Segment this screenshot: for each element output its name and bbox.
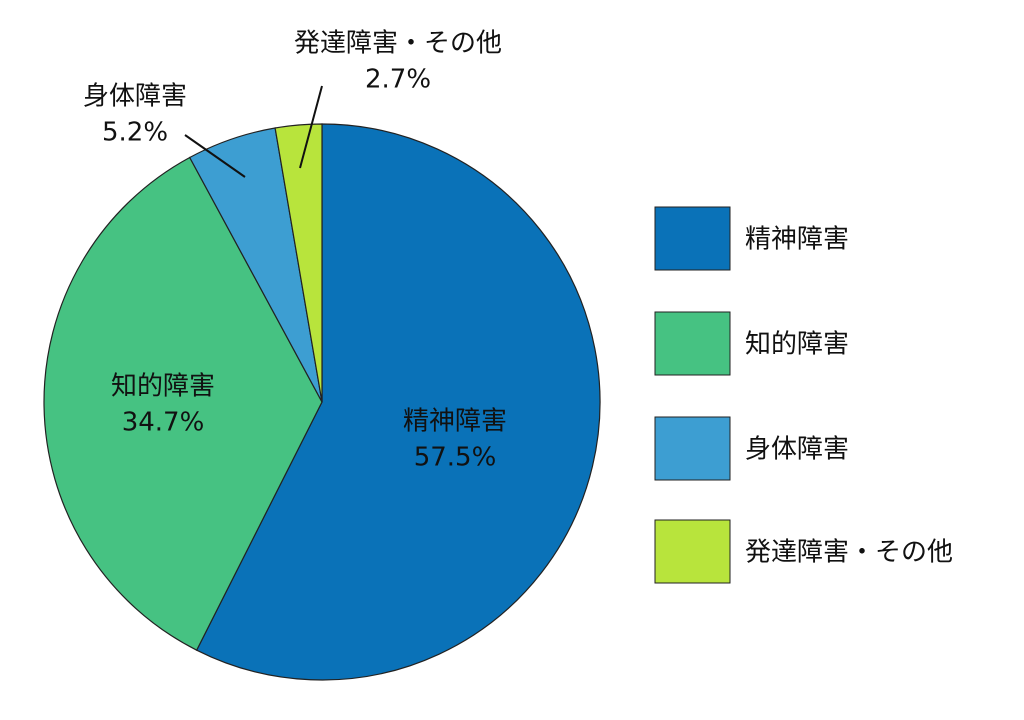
legend-label: 身体障害	[745, 435, 849, 465]
pie-slice	[195, 123, 601, 681]
slice-label: 知的障害	[111, 372, 215, 402]
slice-value-label: 34.7%	[122, 408, 205, 438]
slice-value-label: 5.2%	[102, 118, 168, 148]
legend-label: 発達障害・その他	[745, 538, 953, 568]
slice-label: 精神障害	[403, 407, 507, 437]
legend-swatch	[654, 206, 731, 271]
legend-swatch	[654, 519, 731, 584]
legend-label: 精神障害	[745, 225, 849, 255]
slice-value-label: 57.5%	[414, 443, 497, 473]
legend-label: 知的障害	[745, 330, 849, 360]
slice-value-label: 2.7%	[365, 65, 431, 95]
pie-slice	[274, 123, 323, 403]
leader-line	[184, 134, 246, 178]
legend-swatch	[654, 311, 731, 376]
slice-label: 発達障害・その他	[294, 29, 502, 59]
pie-slice	[43, 156, 323, 651]
leader-line	[299, 85, 323, 169]
slice-label: 身体障害	[83, 82, 187, 112]
legend-swatch	[654, 416, 731, 481]
